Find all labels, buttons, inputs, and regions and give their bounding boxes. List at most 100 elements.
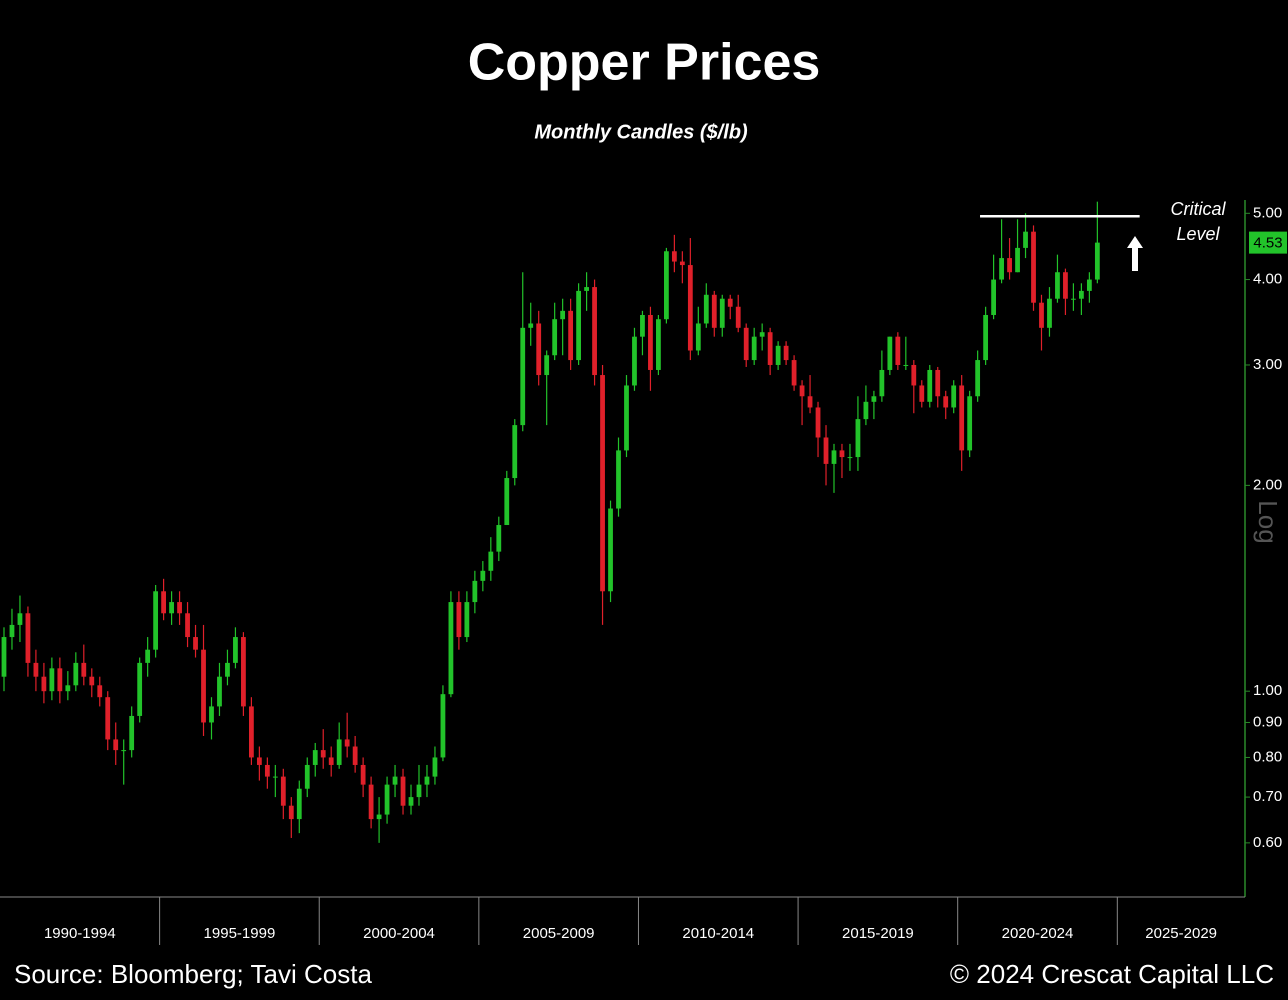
y-tick-label: 4.00 (1253, 271, 1282, 288)
candle-body (177, 602, 182, 614)
candle-body (73, 662, 79, 686)
candle-body (424, 776, 430, 785)
candle-body (871, 396, 877, 402)
candle-body (488, 551, 494, 571)
scale-label: Log (1253, 500, 1283, 543)
candle-body (743, 327, 749, 361)
candle-body (568, 310, 574, 361)
candle-body (504, 478, 510, 526)
candle-body (249, 706, 254, 758)
candle-body (296, 788, 302, 820)
candle-body (536, 323, 542, 376)
candle-body (1015, 247, 1020, 273)
candle-body (352, 746, 358, 765)
candle-body (137, 662, 143, 716)
candle-body (648, 314, 653, 370)
y-tick-label: 0.70 (1253, 788, 1282, 805)
candle-body (1031, 231, 1036, 303)
candle-body (624, 385, 629, 451)
candle-body (671, 251, 677, 262)
candle-body (727, 298, 733, 307)
candle-body (935, 369, 941, 397)
candle-body (751, 336, 757, 361)
candle-body (41, 676, 47, 692)
candle-body (512, 425, 518, 479)
y-tick-label: 0.90 (1253, 713, 1282, 730)
candle-body (911, 364, 917, 386)
chart-subtitle: Monthly Candles ($/lb) (534, 121, 748, 143)
candle-body (304, 764, 310, 789)
candle-body (97, 685, 103, 698)
candle-body (600, 375, 605, 592)
candle-body (336, 739, 342, 765)
candle-body (616, 450, 621, 509)
candle-body (33, 662, 39, 677)
candle-body (217, 676, 222, 707)
candle-body (975, 360, 981, 397)
candle-body (775, 345, 781, 365)
candle-body (855, 419, 861, 458)
candle-body (1047, 298, 1052, 328)
candle-body (807, 396, 813, 408)
candle-body (759, 332, 765, 337)
candle-body (799, 385, 805, 397)
candle-body (65, 685, 71, 692)
candle-body (695, 323, 701, 351)
candle-body (664, 251, 669, 320)
candle-body (783, 345, 789, 361)
candle-body (983, 314, 989, 361)
candle-body (376, 814, 382, 820)
candle-body (105, 697, 111, 740)
x-tick-label: 2020-2024 (1002, 925, 1074, 942)
last-price-label: 4.53 (1253, 235, 1282, 252)
candle-body (49, 668, 55, 692)
candle-body (967, 396, 973, 451)
candle-body (416, 784, 422, 798)
candle-body (1055, 272, 1060, 299)
candle-body (408, 797, 414, 806)
copyright: © 2024 Crescat Capital LLC (950, 959, 1274, 989)
candle-body (193, 637, 198, 650)
source: Source: Bloomberg; Tavi Costa (14, 959, 372, 989)
candle-body (959, 385, 965, 451)
candle-body (767, 332, 773, 365)
candle-body (1094, 242, 1100, 280)
annotation: Level (1176, 224, 1220, 244)
y-tick-label: 5.00 (1253, 204, 1282, 221)
candle-body (225, 662, 230, 677)
candle-body (592, 287, 597, 376)
y-tick-label: 0.60 (1253, 834, 1282, 851)
candle-body (256, 757, 262, 765)
candle-body (272, 776, 278, 778)
candle-body (919, 385, 925, 402)
x-tick-label: 1995-1999 (204, 925, 276, 942)
x-tick-label: 2025-2029 (1145, 925, 1217, 942)
candle-body (632, 336, 637, 386)
candle-body (703, 294, 709, 324)
candle-body (544, 355, 550, 376)
candle-body (927, 369, 933, 402)
candle-body (25, 613, 31, 663)
candle-body (9, 624, 15, 638)
y-tick-label: 3.00 (1253, 356, 1282, 373)
candle-body (791, 360, 797, 386)
candle-body (113, 739, 119, 751)
candle-body (1023, 231, 1028, 248)
candle-body (233, 637, 238, 663)
candle-body (169, 602, 174, 614)
candle-body (560, 310, 566, 320)
candle-body (145, 649, 151, 663)
candle-body (879, 369, 885, 397)
candle-body (735, 306, 741, 328)
candle-body (241, 637, 246, 707)
candle-body (456, 602, 462, 638)
x-tick-label: 1990-1994 (44, 925, 116, 942)
candle-body (480, 570, 486, 581)
candle-body (496, 525, 502, 552)
candle-body (576, 290, 581, 361)
candle-body (887, 336, 893, 370)
candle-body (384, 784, 390, 815)
candle-body (520, 327, 526, 426)
